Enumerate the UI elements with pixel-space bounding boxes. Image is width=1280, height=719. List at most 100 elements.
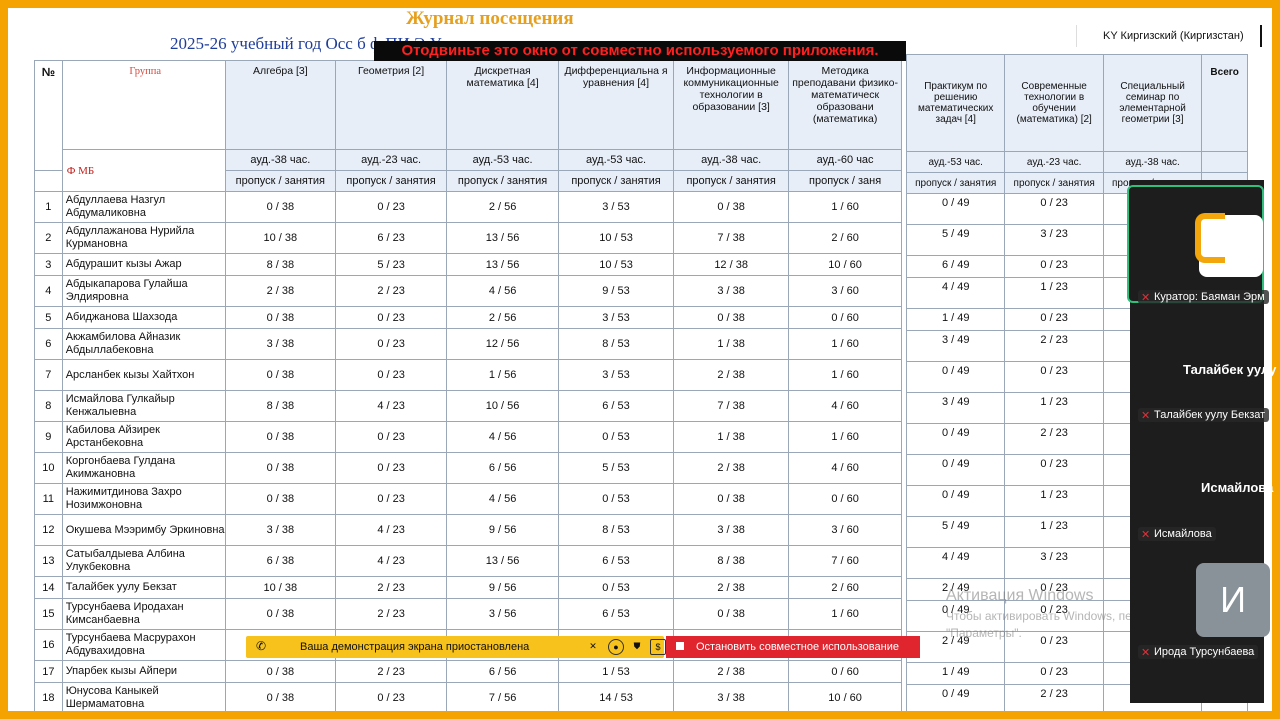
attendance-cell: 0 / 23: [1004, 631, 1104, 663]
row-number: 1: [34, 191, 63, 223]
attendance-cell: 2 / 23: [334, 275, 448, 307]
row-number: 17: [34, 660, 63, 683]
attendance-cell: 3 / 23: [1004, 224, 1104, 256]
participant-big-name: Исмайлова: [1201, 480, 1274, 495]
attendance-cell: 3 / 49: [905, 330, 1006, 362]
student-name: Талайбек уулу Бекзат: [61, 576, 226, 599]
student-name: Абдыкапарова Гулайша Элдияровна: [61, 275, 226, 307]
attendance-cell: 0 / 49: [905, 600, 1006, 632]
sub-header: пропуск / заня: [788, 170, 902, 192]
mic-muted-icon: ✕: [1141, 647, 1151, 659]
attendance-cell: 0 / 23: [1004, 578, 1104, 601]
sub-header: пропуск / занятия: [673, 170, 790, 192]
student-name: Нажимитдинова Захро Нозимжоновна: [61, 483, 226, 515]
language-indicator[interactable]: KY Киргизский (Киргизстан): [1076, 25, 1262, 47]
participant-tile-curator[interactable]: [1127, 185, 1264, 303]
attendance-cell: 2 / 23: [1004, 330, 1104, 362]
mic-muted-icon[interactable]: ✕: [589, 641, 597, 651]
table-row: 15 Турсунбаева Иродахан Кимсанбаевна 0 / 3…: [34, 598, 902, 630]
student-name: Юнусова Каныкей Шермаматовна: [61, 682, 226, 711]
table-row: 5 Абиджанова Шахзода 0 / 38 0 / 23 2 / 56 3 /…: [34, 306, 902, 329]
mic-muted-icon: ✕: [1141, 292, 1151, 304]
attendance-cell: 2 / 49: [905, 578, 1006, 601]
stop-square-icon: [676, 642, 684, 650]
subject-header: Информационные коммуникационные технолог…: [673, 60, 790, 150]
attendance-cell: 1 / 60: [788, 598, 902, 630]
attendance-cell: 10 / 38: [224, 576, 336, 599]
attendance-cell: 4 / 49: [905, 547, 1006, 579]
attendance-cell: 0 / 38: [224, 359, 336, 391]
attendance-cell: 4 / 56: [446, 275, 559, 307]
participant-name-tag: ✕ Исмайлова: [1138, 527, 1216, 541]
student-name: Абдуллажанова Нурийла Курмановна: [61, 222, 226, 254]
attendance-cell: 0 / 23: [1004, 662, 1104, 685]
attendance-cell: 4 / 60: [788, 452, 902, 484]
row-number: 14: [34, 576, 63, 599]
attendance-cell: 0 / 38: [224, 191, 336, 223]
attendance-cell: 0 / 53: [557, 576, 675, 599]
student-name: Исмайлова Гулкайыр Кенжалыевна: [61, 390, 226, 422]
student-name: Акжамбилова Айназик Абдыллабековна: [61, 328, 226, 360]
share-warning-banner: Отодвиньте это окно от совместно использ…: [374, 41, 906, 61]
student-name: Упарбек кызы Айпери: [61, 660, 226, 683]
shield-icon[interactable]: ⛊: [633, 641, 641, 651]
table-row: 12 Окушева Мээримбу Эркиновна 3 / 38 4 / 23…: [34, 514, 902, 546]
attendance-cell: 8 / 38: [224, 253, 336, 276]
attendance-cell: 6 / 49: [905, 255, 1006, 278]
curator-logo: [1199, 215, 1263, 277]
row-number: 5: [34, 306, 63, 329]
academic-year-line: 2025-26 учебный год Осс б ф ПИ Э.У: [170, 34, 442, 53]
attendance-cell: 3 / 38: [224, 514, 336, 546]
subject-header: Специальный семинар по элементарной геом…: [1102, 54, 1203, 152]
attendance-cell: 4 / 56: [446, 421, 559, 453]
attendance-cell: 2 / 56: [446, 306, 559, 329]
attendance-cell: 14 / 53: [557, 682, 675, 711]
attendance-cell: 0 / 49: [905, 423, 1006, 455]
student-name: Арсланбек кызы Хайтхон: [61, 359, 226, 391]
student-name: Абдуллаева Назгул Абдумаликовна: [61, 191, 226, 223]
attendance-cell: 1 / 23: [1004, 516, 1104, 548]
participant-big-name: Талайбек уулу: [1183, 362, 1277, 377]
table-row: 14 Талайбек уулу Бекзат 10 / 38 2 / 23 9 / 5…: [34, 576, 902, 599]
fmb-label: Ф МБ: [61, 149, 226, 192]
sub-header: пропуск / занятия: [446, 170, 559, 192]
row-number: 12: [34, 514, 63, 546]
attendance-cell: 5 / 49: [905, 224, 1006, 256]
attendance-cell: 8 / 53: [557, 514, 675, 546]
participant-name-tag: ✕ Куратор: Баяман Эрм: [1138, 290, 1269, 304]
attendance-cell: 3 / 38: [673, 275, 790, 307]
row-number: 3: [34, 253, 63, 276]
attendance-cell: 5 / 49: [905, 516, 1006, 548]
student-name: Коргонбаева Гулдана Акимжановна: [61, 452, 226, 484]
attendance-cell: 2 / 23: [334, 576, 448, 599]
attendance-cell: 0 / 38: [224, 682, 336, 711]
attendance-cell: 3 / 53: [557, 359, 675, 391]
attendance-cell: 2 / 23: [334, 598, 448, 630]
attendance-cell: 0 / 23: [1004, 361, 1104, 393]
row-number: 6: [34, 328, 63, 360]
attendance-cell: 1 / 49: [905, 308, 1006, 331]
attendance-cell: 4 / 23: [334, 390, 448, 422]
attendance-cell: 0 / 38: [224, 306, 336, 329]
stop-sharing-label: Остановить совместное использование: [696, 641, 899, 653]
participant-avatar[interactable]: И: [1196, 563, 1270, 637]
record-icon[interactable]: ●: [608, 639, 624, 655]
attendance-cell: 0 / 60: [788, 660, 902, 683]
attendance-cell: 1 / 60: [788, 421, 902, 453]
participant-name: Талайбек уулу Бекзат: [1154, 409, 1266, 421]
attendance-cell: 0 / 38: [224, 452, 336, 484]
hours-cell: ауд.-38 час.: [1102, 151, 1203, 173]
attendance-cell: 2 / 23: [1004, 684, 1104, 711]
attendance-cell: 0 / 38: [224, 660, 336, 683]
attendance-cell: 3 / 38: [673, 682, 790, 711]
attendance-cell: 7 / 60: [788, 545, 902, 577]
stop-sharing-button[interactable]: Остановить совместное использование: [666, 636, 920, 658]
attendance-cell: 0 / 38: [673, 483, 790, 515]
attendance-cell: 0 / 23: [334, 328, 448, 360]
row-number: 4: [34, 275, 63, 307]
attendance-cell: 2 / 49: [905, 631, 1006, 663]
windows-activation-title: Активация Windows: [946, 587, 1094, 604]
attendance-cell: 0 / 23: [334, 421, 448, 453]
attendance-cell: 7 / 56: [446, 682, 559, 711]
dollar-icon[interactable]: $: [650, 639, 666, 655]
